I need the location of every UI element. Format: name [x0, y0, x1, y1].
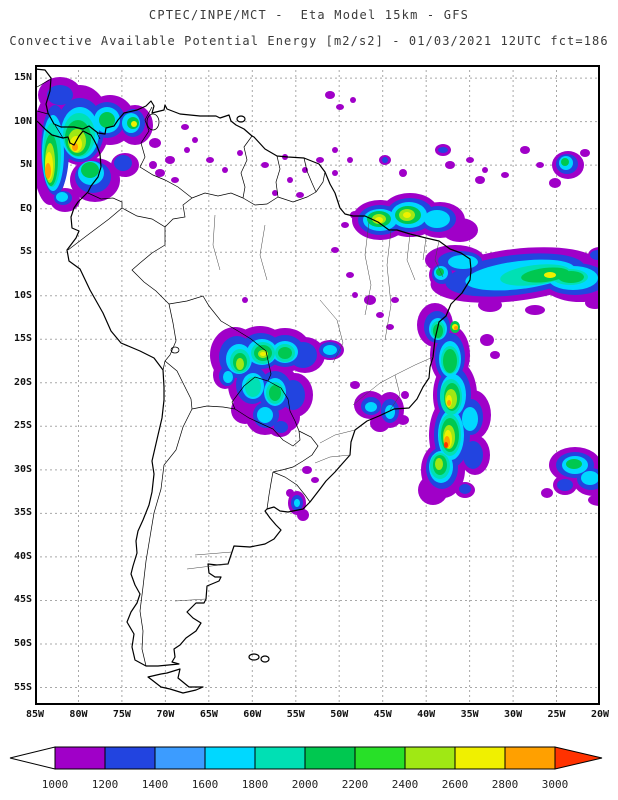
colorbar-tick-label: 2200: [342, 778, 369, 791]
trinidad-island: [236, 115, 246, 123]
lat-label: 5S: [19, 246, 32, 258]
lon-label: 55W: [286, 709, 305, 720]
cape-level-3000: [444, 442, 448, 448]
colorbar-tick-label: 1600: [192, 778, 219, 791]
colorbar-segment: [154, 746, 206, 770]
lon-label: 75W: [112, 709, 131, 720]
lat-label: 50S: [13, 638, 32, 649]
colorbar-tick-label: 3000: [542, 778, 569, 791]
colorbar-tick-label: 1800: [242, 778, 269, 791]
lat-label: 40S: [13, 550, 32, 562]
map-area: [35, 65, 600, 705]
colorbar-segment: [454, 746, 506, 770]
colorbar-segment: [354, 746, 406, 770]
colorbar-segment: [204, 746, 256, 770]
colorbar-arrow-below-min: [9, 746, 56, 770]
lon-label: 85W: [25, 709, 45, 720]
map-frame: [35, 65, 600, 705]
lat-label: 25S: [13, 420, 32, 432]
tierra-del-fuego-coastline: [147, 668, 204, 694]
cape-level-2800: [45, 143, 458, 448]
lon-label: 60W: [243, 709, 262, 720]
lake-titicaca: [170, 346, 180, 354]
falkland-island-west: [248, 653, 260, 661]
lake-maracaibo: [146, 113, 160, 131]
colorbar-tick-label: 1000: [42, 778, 69, 791]
lon-label: 35W: [460, 709, 479, 720]
colorbar-tick-label: 2600: [442, 778, 469, 791]
lon-label: 45W: [373, 709, 392, 720]
colorbar-segment: [504, 746, 556, 770]
lat-label: EQ: [19, 202, 32, 214]
colorbar-segment: [404, 746, 456, 770]
lon-label: 80W: [69, 709, 88, 720]
lat-label: 55S: [13, 681, 32, 693]
colorbar: 1000 1200 1400 1600 1800 2000 2200 2400 2600 2800…: [9, 746, 603, 791]
lat-label: 15S: [13, 333, 32, 345]
lat-label: 20S: [13, 376, 32, 388]
south-america-coastline: [35, 68, 472, 667]
colorbar-segment: [254, 746, 306, 770]
colorbar-segment: [54, 746, 106, 770]
colorbar-tick-label: 2400: [392, 778, 419, 791]
cape-field: [35, 77, 600, 521]
lon-label: 65W: [199, 709, 218, 720]
colorbar-segment: [304, 746, 356, 770]
country-borders: [36, 78, 326, 667]
falkland-island-east: [260, 655, 270, 663]
lat-label: 30S: [13, 463, 32, 475]
header-field-title: Convective Available Potential Energy [m…: [9, 34, 609, 48]
lat-label: 10S: [13, 289, 32, 301]
lon-label: 40W: [417, 709, 436, 720]
lat-label: 5N: [19, 159, 32, 171]
lat-label: 35S: [13, 507, 32, 519]
lat-label: 15N: [13, 72, 32, 84]
cape-level-1000: [35, 77, 600, 521]
lat-label: 10N: [13, 115, 32, 127]
header-model-title: CPTEC/INPE/MCT - Eta Model 15km - GFS: [148, 8, 470, 22]
lat-label: 45S: [13, 594, 32, 606]
state-borders: [174, 214, 444, 602]
colorbar-tick-label: 1400: [142, 778, 169, 791]
lon-label: 25W: [547, 709, 566, 720]
map-canvas: [35, 65, 600, 705]
lon-label: 30W: [504, 709, 523, 720]
lon-label: 20W: [590, 709, 610, 720]
coastlines: [35, 68, 472, 694]
colorbar-arrow-above-max: [554, 746, 603, 770]
colorbar-tick-label: 2800: [492, 778, 519, 791]
colorbar-tick-label: 1200: [92, 778, 119, 791]
lon-label: 50W: [330, 709, 349, 720]
colorbar-segment: [104, 746, 156, 770]
lon-label: 70W: [156, 709, 175, 720]
colorbar-tick-label: 2000: [292, 778, 319, 791]
